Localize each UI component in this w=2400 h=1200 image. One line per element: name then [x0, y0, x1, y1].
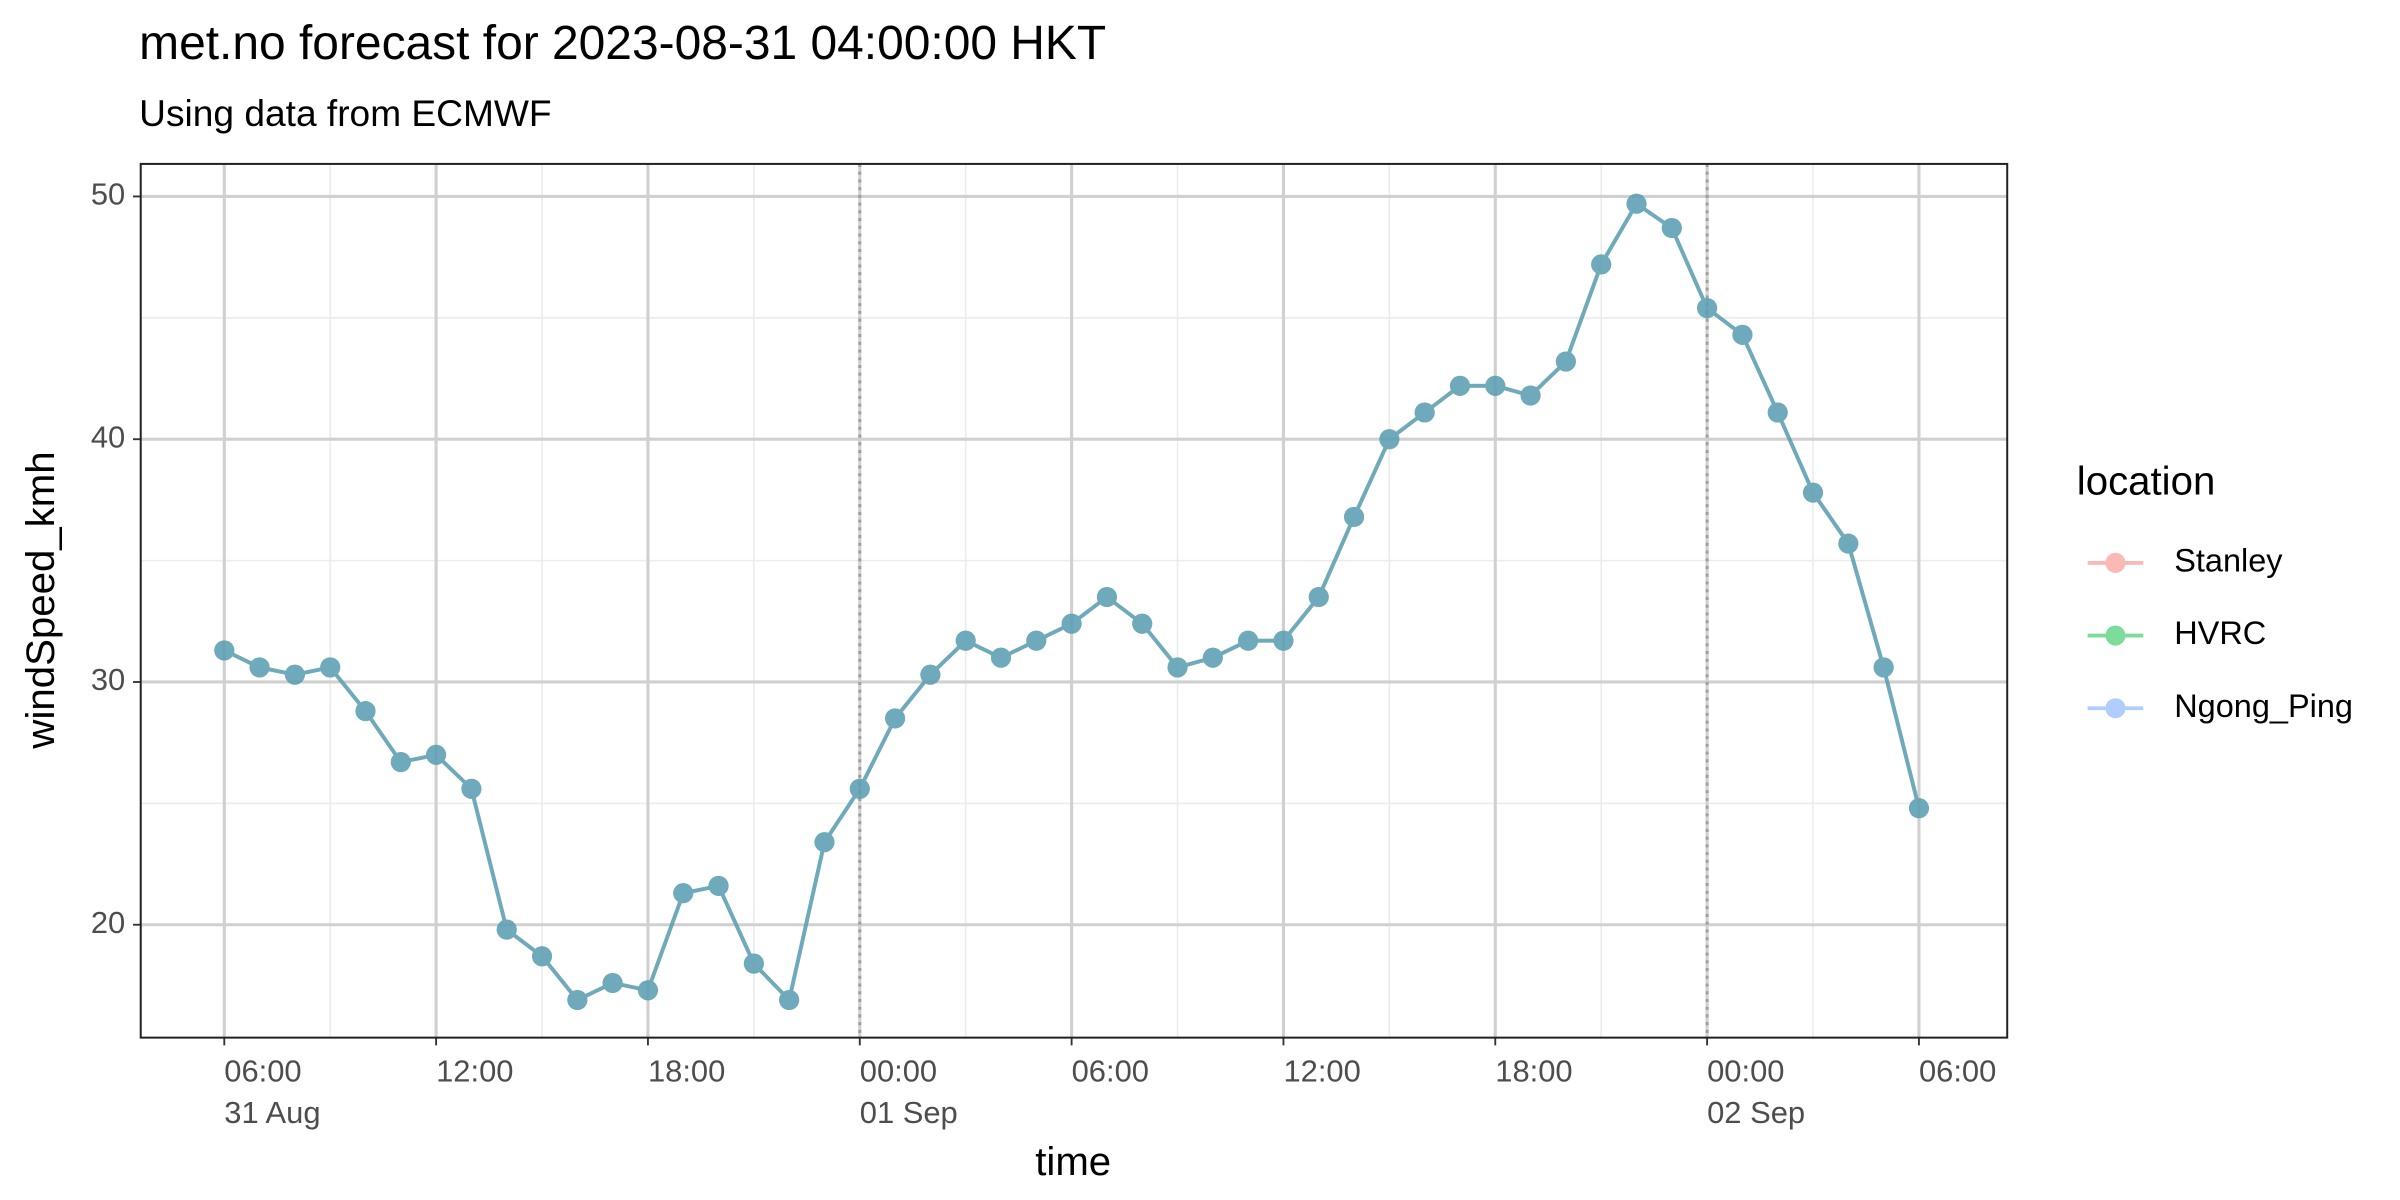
- y-tick-label: 30: [91, 662, 125, 697]
- data-point: [531, 946, 553, 967]
- x-axis-title: time: [1035, 1139, 1111, 1184]
- panel-border: [139, 162, 2009, 1039]
- data-point: [1344, 506, 1365, 527]
- data-point: [320, 657, 341, 678]
- data-point: [1697, 298, 1718, 319]
- y-tick-label: 50: [91, 177, 125, 212]
- data-point: [1873, 657, 1894, 678]
- x-tick-label: 01 Sep: [860, 1095, 958, 1130]
- legend-label: Ngong_Ping: [2174, 688, 2353, 724]
- chart-title: met.no forecast for 2023-08-31 04:00:00 …: [139, 17, 1106, 70]
- data-point: [1202, 647, 1223, 668]
- data-point: [814, 832, 835, 853]
- data-point: [1485, 375, 1506, 396]
- legend-key: [2087, 625, 2144, 646]
- legend-key: [2087, 552, 2144, 573]
- data-point: [1414, 402, 1435, 423]
- x-tick-label: 06:00: [1072, 1053, 1149, 1088]
- y-tick-label: 40: [91, 419, 125, 454]
- data-point: [1379, 429, 1400, 450]
- legend-title: location: [2077, 459, 2216, 504]
- data-point: [1520, 385, 1541, 406]
- data-point: [1908, 798, 1930, 819]
- series: [214, 193, 1930, 1011]
- legend-point: [2105, 698, 2126, 719]
- x-tick-label: 31 Aug: [224, 1095, 320, 1130]
- legend-key: [2087, 698, 2144, 719]
- data-point: [673, 883, 694, 904]
- data-point: [1767, 402, 1788, 423]
- data-point: [1167, 657, 1188, 678]
- x-tick-label: 18:00: [648, 1053, 725, 1088]
- legend-point: [2105, 625, 2126, 646]
- data-point: [1096, 586, 1117, 608]
- data-point: [708, 875, 729, 896]
- data-point: [743, 953, 764, 974]
- data-point: [1238, 630, 1259, 651]
- legend-label: HVRC: [2174, 615, 2266, 651]
- y-tick-label: 20: [91, 905, 125, 940]
- data-point: [637, 980, 658, 1001]
- data-point: [249, 657, 270, 678]
- data-point: [214, 640, 235, 661]
- data-point: [1449, 375, 1471, 396]
- data-point: [496, 919, 517, 940]
- data-point: [955, 630, 976, 651]
- legend-point: [2105, 552, 2126, 573]
- data-point: [1026, 630, 1047, 651]
- x-tick-label: 00:00: [860, 1053, 937, 1088]
- data-point: [355, 701, 376, 722]
- x-tick-label: 06:00: [224, 1053, 301, 1088]
- data-point: [779, 989, 800, 1011]
- x-tick-label: 12:00: [436, 1053, 513, 1088]
- data-point: [1061, 613, 1082, 634]
- data-point: [1802, 482, 1824, 503]
- x-tick-label: 12:00: [1283, 1053, 1360, 1088]
- data-point: [1732, 324, 1753, 345]
- data-point: [1308, 586, 1329, 608]
- data-point: [1626, 193, 1647, 214]
- data-point: [426, 744, 447, 765]
- data-point: [1273, 630, 1294, 651]
- data-point: [990, 647, 1012, 668]
- y-axis-title: windSpeed_kmh: [18, 451, 63, 749]
- chart-subtitle: Using data from ECMWF: [139, 92, 551, 134]
- data-point: [461, 778, 482, 799]
- x-tick-label: 00:00: [1707, 1053, 1784, 1088]
- data-point: [1661, 217, 1682, 239]
- data-point: [602, 972, 623, 994]
- data-point: [1591, 254, 1612, 275]
- x-tick-label: 02 Sep: [1707, 1095, 1805, 1130]
- data-point: [885, 708, 906, 729]
- x-tick-label: 18:00: [1495, 1053, 1572, 1088]
- legend-label: Stanley: [2174, 542, 2283, 578]
- data-point: [1132, 613, 1153, 634]
- data-point: [567, 989, 588, 1011]
- data-point: [920, 664, 941, 685]
- data-point: [1838, 533, 1859, 554]
- data-point: [390, 752, 411, 773]
- data-point: [284, 664, 305, 685]
- data-point: [849, 778, 870, 799]
- data-point: [1555, 351, 1576, 372]
- x-tick-label: 06:00: [1919, 1053, 1996, 1088]
